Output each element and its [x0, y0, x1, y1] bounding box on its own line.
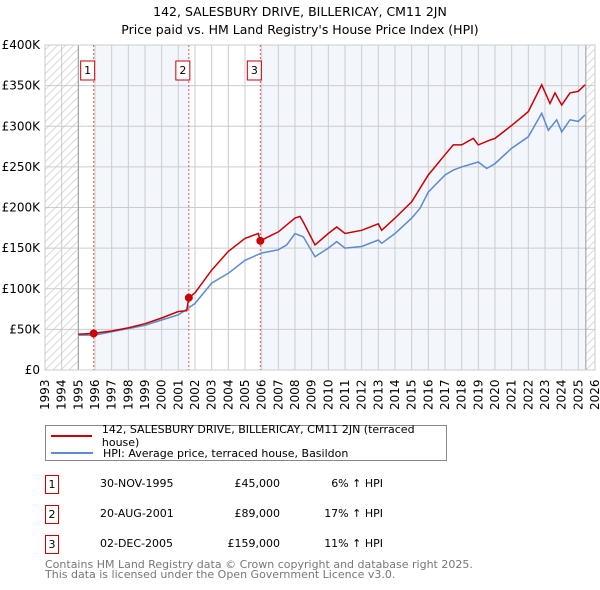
x-tick-label: 2025: [571, 379, 585, 410]
x-tick-label: 2019: [471, 379, 485, 410]
chart-title: 142, SALESBURY DRIVE, BILLERICAY, CM11 2…: [153, 4, 447, 19]
x-tick-label: 2013: [371, 379, 385, 410]
x-tick-label: 2017: [438, 379, 452, 410]
x-tick-label: 1995: [71, 379, 85, 410]
x-tick-label: 2015: [405, 379, 419, 410]
hatch-line: [45, 312, 79, 347]
y-tick-label: £200K: [2, 201, 42, 215]
x-tick-label: 2004: [221, 379, 235, 410]
hatch-line: [585, 312, 595, 323]
y-tick-label: £100K: [2, 282, 42, 296]
y-tick-label: £350K: [2, 79, 42, 93]
transaction-date: 30-NOV-1995: [100, 477, 174, 490]
x-tick-label: 2002: [188, 379, 202, 410]
transaction-row: 3 02-DEC-2005 £159,000 11% ↑ HPI: [45, 535, 445, 555]
x-tick-label: 2000: [155, 379, 169, 410]
y-tick-label: £400K: [2, 38, 42, 52]
plot-frame: [44, 44, 596, 371]
hatch-line: [45, 72, 79, 107]
transaction-hpi: 11% ↑ HPI: [324, 537, 383, 550]
footer-licence: This data is licensed under the Open Gov…: [45, 568, 396, 581]
x-tick-label: 1993: [38, 379, 52, 410]
x-tick-label: 2020: [488, 379, 502, 410]
sale-point: [256, 236, 265, 245]
sale-badge: [175, 60, 191, 81]
sale-badge: [246, 60, 262, 81]
hpi-line: [78, 111, 586, 336]
legend-label-property: 142, SALESBURY DRIVE, BILLERICAY, CM11 2…: [101, 423, 415, 449]
legend-item-hpi: HPI: Average price, terraced house, Basi…: [46, 445, 348, 461]
sale-badge: [80, 60, 96, 81]
price-chart: 142, SALESBURY DRIVE, BILLERICAY, CM11 2…: [2, 4, 600, 410]
transaction-date: 02-DEC-2005: [100, 537, 174, 550]
red-line-swatch: [51, 435, 92, 437]
x-tick-label: 1999: [138, 379, 152, 410]
property-price-line: [78, 83, 586, 336]
legend: 142, SALESBURY DRIVE, BILLERICAY, CM11 2…: [45, 423, 447, 461]
x-tick-label: 2009: [305, 379, 319, 410]
transaction-hpi: 6% ↑ HPI: [331, 477, 383, 490]
y-tick-label: £0: [25, 363, 40, 377]
hatch-line: [585, 96, 595, 107]
sale-point: [89, 329, 98, 338]
y-tick-label: £300K: [2, 119, 42, 133]
hatch-line: [45, 96, 79, 131]
transaction-price: £159,000: [227, 537, 281, 550]
x-tick-label: 1996: [88, 379, 102, 410]
hatch-line: [45, 288, 79, 323]
legend-label-hpi: HPI: Average price, terraced house, Basi…: [103, 446, 349, 460]
marker-badge: 2: [45, 505, 59, 524]
x-tick-label: 2006: [255, 379, 269, 410]
blue-line-swatch: [51, 452, 93, 454]
transaction-price: £89,000: [234, 507, 281, 520]
legend-item-property: 142, SALESBURY DRIVE, BILLERICAY, CM11 2…: [46, 423, 446, 449]
y-tick-label: £250K: [2, 160, 42, 174]
hatch-line: [45, 296, 79, 331]
x-tick-label: 2012: [355, 379, 369, 410]
hatch-line: [45, 304, 79, 339]
x-tick-label: 2011: [338, 379, 352, 410]
sale-badge-label: 2: [179, 64, 186, 77]
x-tick-label: 2022: [521, 379, 535, 410]
x-tick-label: 2023: [538, 379, 552, 410]
x-tick-label: 2003: [205, 379, 219, 410]
x-tick-label: 2010: [321, 379, 335, 410]
transaction-row: 2 20-AUG-2001 £89,000 17% ↑ HPI: [45, 505, 445, 525]
y-tick-label: £150K: [2, 241, 42, 255]
x-tick-label: 2005: [238, 379, 252, 410]
x-tick-label: 2026: [588, 379, 600, 410]
sale-badge-label: 3: [251, 64, 258, 77]
sale-badge-label: 1: [84, 64, 91, 77]
x-tick-label: 1998: [121, 379, 135, 410]
transaction-hpi: 17% ↑ HPI: [324, 507, 383, 520]
transaction-date: 20-AUG-2001: [100, 507, 174, 520]
x-tick-label: 2007: [271, 379, 285, 410]
x-tick-label: 1997: [105, 379, 119, 410]
x-tick-label: 2018: [455, 379, 469, 410]
hatch-line: [45, 80, 79, 115]
x-tick-label: 2016: [421, 379, 435, 410]
hatch-line: [45, 88, 79, 123]
transaction-row: 1 30-NOV-1995 £45,000 6% ↑ HPI: [45, 475, 445, 495]
transaction-price: £45,000: [234, 477, 281, 490]
marker-badge: 3: [45, 535, 59, 554]
x-tick-label: 2001: [171, 379, 185, 410]
x-tick-label: 2008: [288, 379, 302, 410]
x-tick-label: 2021: [505, 379, 519, 410]
marker-badge: 1: [45, 475, 59, 494]
x-tick-label: 2014: [388, 379, 402, 410]
footer: Contains HM Land Registry data © Crown c…: [45, 558, 473, 581]
y-tick-label: £50K: [9, 322, 41, 336]
x-tick-label: 1994: [55, 379, 69, 410]
x-tick-label: 2024: [555, 379, 569, 410]
footer-copyright: Contains HM Land Registry data © Crown c…: [45, 558, 473, 571]
sale-point: [184, 293, 193, 302]
chart-subtitle: Price paid vs. HM Land Registry's House …: [121, 22, 478, 37]
